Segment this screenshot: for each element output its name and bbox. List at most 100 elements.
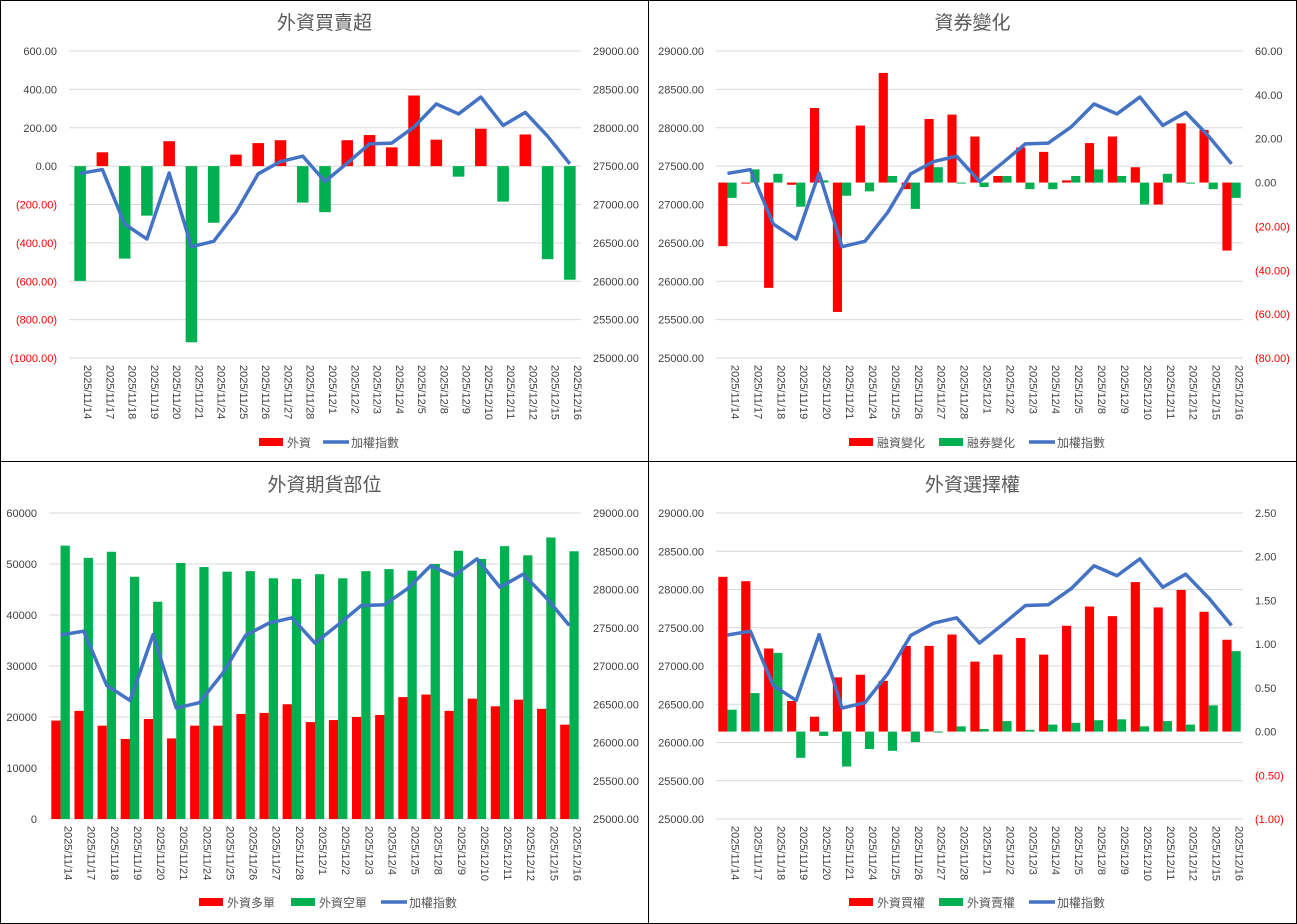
legend-swatch (939, 898, 963, 906)
x-axis-tick-label: 2025/12/12 (526, 365, 538, 420)
x-axis-tick-label: 2025/11/18 (774, 365, 786, 419)
left-axis-tick-label: (600.00) (16, 276, 57, 288)
left-axis-tick-label: 20000 (6, 712, 37, 724)
bar-融券變化 (727, 182, 737, 198)
bar-外資買權 (1176, 589, 1186, 732)
left-axis-tick-label: 0.00 (36, 161, 57, 173)
bar-外資空單 (291, 578, 302, 819)
x-axis-tick-label: 2025/12/12 (1187, 365, 1199, 420)
bar-融資變化 (1061, 180, 1072, 183)
x-axis-tick-label: 2025/12/11 (504, 365, 516, 419)
right-axis-tick-label: 28500.00 (593, 546, 639, 558)
bar-外資賣權 (1116, 719, 1127, 732)
bar-融券變化 (1231, 182, 1241, 198)
bar-融資變化 (832, 182, 843, 312)
bar-外資賣權 (933, 731, 943, 733)
bar-外資賣權 (979, 728, 989, 732)
x-axis-tick-label: 2025/11/14 (728, 826, 740, 880)
bar-外資賣權 (887, 731, 898, 751)
x-axis-tick-label: 2025/11/27 (281, 365, 293, 419)
line-加權指數 (727, 95, 1233, 249)
x-axis-tick-label: 2025/12/9 (455, 826, 467, 875)
x-axis-tick-label: 2025/12/5 (1072, 826, 1084, 875)
x-axis-tick-label: 2025/11/18 (108, 826, 120, 880)
right-axis-tick-label: 2.00 (1255, 552, 1276, 564)
left-axis-tick-label: 30000 (6, 661, 37, 673)
bar-融資變化 (1016, 147, 1026, 183)
bar-融資變化 (809, 108, 820, 183)
bar-外資多單 (305, 722, 315, 819)
right-axis-tick-label: 26000.00 (593, 738, 639, 750)
legend-label: 外資賣權 (967, 895, 1015, 910)
bar-融券變化 (1071, 175, 1081, 183)
bar-外資空單 (176, 562, 186, 819)
x-axis-tick-label: 2025/12/2 (339, 826, 351, 875)
bar-融資變化 (1199, 129, 1209, 183)
bar-融資變化 (901, 182, 911, 190)
x-axis-tick-label: 2025/12/15 (547, 826, 559, 881)
bar-外資 (475, 128, 487, 167)
bar-外資空單 (569, 551, 579, 819)
bar-外資空單 (315, 574, 325, 819)
x-axis-tick-label: 2025/12/4 (1049, 826, 1061, 875)
bar-外資 (296, 166, 309, 203)
x-axis-tick-label: 2025/12/15 (1210, 826, 1222, 881)
bar-外資買權 (741, 581, 751, 732)
bar-外資 (274, 140, 287, 167)
bar-外資空單 (268, 578, 278, 819)
x-axis-tick-label: 2025/12/11 (1164, 365, 1176, 419)
left-axis-tick-label: (400.00) (16, 238, 57, 250)
bar-外資空單 (338, 578, 348, 819)
right-axis-tick-label: (20.00) (1255, 221, 1290, 233)
bar-融券變化 (796, 182, 806, 207)
x-axis-tick-label: 2025/11/21 (177, 826, 189, 880)
bar-外資買權 (787, 700, 797, 732)
bar-外資 (118, 166, 131, 259)
left-axis-tick-label: 60000 (6, 508, 37, 520)
bar-融券變化 (1002, 175, 1012, 183)
right-axis-tick-label: 29000.00 (593, 508, 639, 520)
bar-外資 (519, 134, 532, 167)
bar-外資 (319, 166, 331, 213)
bar-外資 (363, 135, 376, 167)
legend-swatch (939, 438, 963, 446)
right-axis-tick-label: 28000.00 (593, 123, 639, 135)
x-axis-tick-label: 2025/12/8 (437, 365, 449, 414)
options-chart: 外資選擇權 29000.00 28500.00 28000.00 27500.00 270… (658, 474, 1284, 910)
x-axis-tick-label: 2025/12/16 (1233, 365, 1245, 420)
bar-外資賣權 (1002, 721, 1012, 732)
bar-外資 (341, 140, 354, 167)
bar-外資空單 (453, 550, 464, 819)
right-axis-tick-label: 60.00 (1255, 46, 1283, 58)
x-axis-tick-label: 2025/11/17 (751, 826, 763, 880)
bar-外資空單 (60, 545, 70, 819)
x-axis-tick-label: 2025/12/4 (393, 365, 405, 414)
left-axis-tick-label: (800.00) (16, 315, 57, 327)
x-axis-tick-label: 2025/11/25 (889, 365, 901, 419)
bar-外資賣權 (956, 726, 966, 732)
left-axis-tick-label: 26000.00 (658, 276, 704, 288)
x-axis-tick-label: 2025/12/10 (478, 826, 490, 881)
bar-外資多單 (537, 708, 547, 819)
bar-外資多單 (190, 725, 200, 819)
right-axis-tick-label: 40.00 (1255, 90, 1283, 102)
legend-label: 加權指數 (1057, 435, 1105, 450)
bar-外資買權 (1061, 625, 1072, 732)
legend-swatch (291, 898, 315, 906)
right-axis-tick-label: 2.50 (1255, 508, 1276, 520)
x-axis-tick-label: 2025/12/12 (524, 826, 536, 881)
bar-外資多單 (352, 717, 362, 819)
legend-label: 加權指數 (1057, 895, 1105, 910)
bar-融資變化 (1084, 143, 1095, 183)
x-axis-tick-label: 2025/11/19 (797, 826, 809, 880)
x-axis-tick-label: 2025/11/21 (843, 826, 855, 880)
x-axis-tick-label: 2025/12/2 (1003, 826, 1015, 875)
x-axis-tick-label: 2025/12/3 (1026, 365, 1038, 414)
left-axis-tick-label: 25500.00 (658, 776, 704, 788)
x-axis-tick-label: 2025/12/10 (1141, 365, 1153, 420)
bar-融資變化 (878, 72, 888, 183)
bar-外資賣權 (1025, 729, 1035, 732)
x-axis-tick-label: 2025/11/19 (131, 826, 143, 880)
x-axis-tick-label: 2025/11/26 (259, 365, 271, 419)
right-axis-tick-label: (40.00) (1255, 265, 1290, 277)
